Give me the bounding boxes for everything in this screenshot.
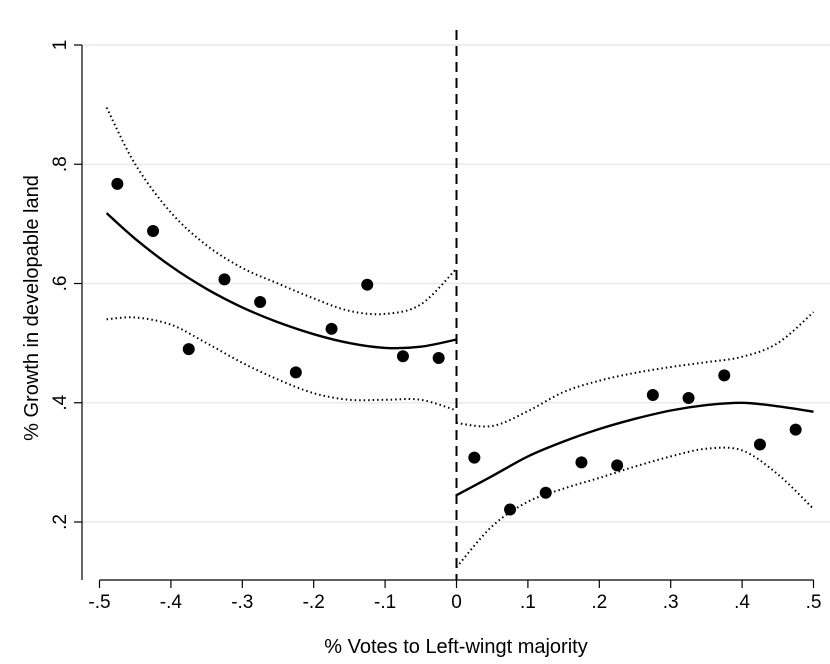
- ci-upper-right: [456, 311, 815, 428]
- scatter-point: [753, 438, 766, 451]
- x-tick-label: .2: [591, 592, 607, 613]
- x-tick-label: -.3: [231, 592, 253, 613]
- ci-lower-left: [106, 316, 457, 412]
- x-tick-label: -.1: [374, 592, 396, 613]
- scatter-point: [289, 366, 302, 379]
- scatter-point: [254, 295, 267, 308]
- scatter-point: [218, 273, 231, 286]
- x-tick-label: -.5: [88, 592, 110, 613]
- scatter-point: [575, 456, 588, 469]
- scatter-point: [111, 177, 124, 190]
- y-tick-label: .2: [50, 514, 71, 530]
- fit-lines: [105, 212, 814, 497]
- scatter-point: [147, 225, 160, 238]
- y-tick-label: .8: [50, 156, 71, 172]
- y-axis-label: % Growth in developable land: [21, 175, 43, 441]
- x-tick-label: .3: [663, 592, 679, 613]
- fit-line-right: [455, 401, 814, 497]
- scatter-point: [182, 343, 195, 356]
- grid-lines: [82, 44, 830, 523]
- confidence-bands: [105, 107, 815, 568]
- y-tick-label: .6: [50, 276, 71, 292]
- scatter-point: [468, 451, 481, 464]
- y-tick-label: .4: [50, 394, 71, 410]
- scatter-points: [111, 177, 802, 516]
- ci-lower-right: [455, 446, 815, 568]
- scatter-point: [432, 352, 445, 365]
- scatter-point: [396, 350, 409, 363]
- scatter-point: [682, 391, 695, 404]
- scatter-point: [789, 423, 802, 436]
- scatter-point: [361, 278, 374, 291]
- scatter-point: [718, 369, 731, 382]
- fit-line-left: [105, 212, 457, 350]
- x-tick-label: .5: [806, 592, 822, 613]
- scatter-point: [504, 503, 517, 516]
- y-tick-label: 1: [50, 40, 71, 51]
- scatter-point: [646, 388, 659, 401]
- x-tick-label: .1: [520, 592, 536, 613]
- ci-upper-left: [105, 107, 458, 316]
- x-tick-label: -.2: [303, 592, 325, 613]
- x-axis-label: % Votes to Left-wingt majority: [324, 636, 587, 658]
- scatter-point: [539, 486, 552, 499]
- axis-labels: % Votes to Left-wingt majority % Growth …: [21, 175, 588, 658]
- axes: .2 .4 .6 .8 1 -.5 -.4 -.3 -.2 -.1 0 .1 .2 .3 .4 .5: [50, 40, 821, 613]
- x-tick-label: .4: [734, 592, 750, 613]
- x-tick-label: -.4: [160, 592, 183, 613]
- x-tick-label: 0: [451, 592, 462, 613]
- scatter-point: [611, 459, 624, 472]
- scatter-point: [325, 322, 338, 335]
